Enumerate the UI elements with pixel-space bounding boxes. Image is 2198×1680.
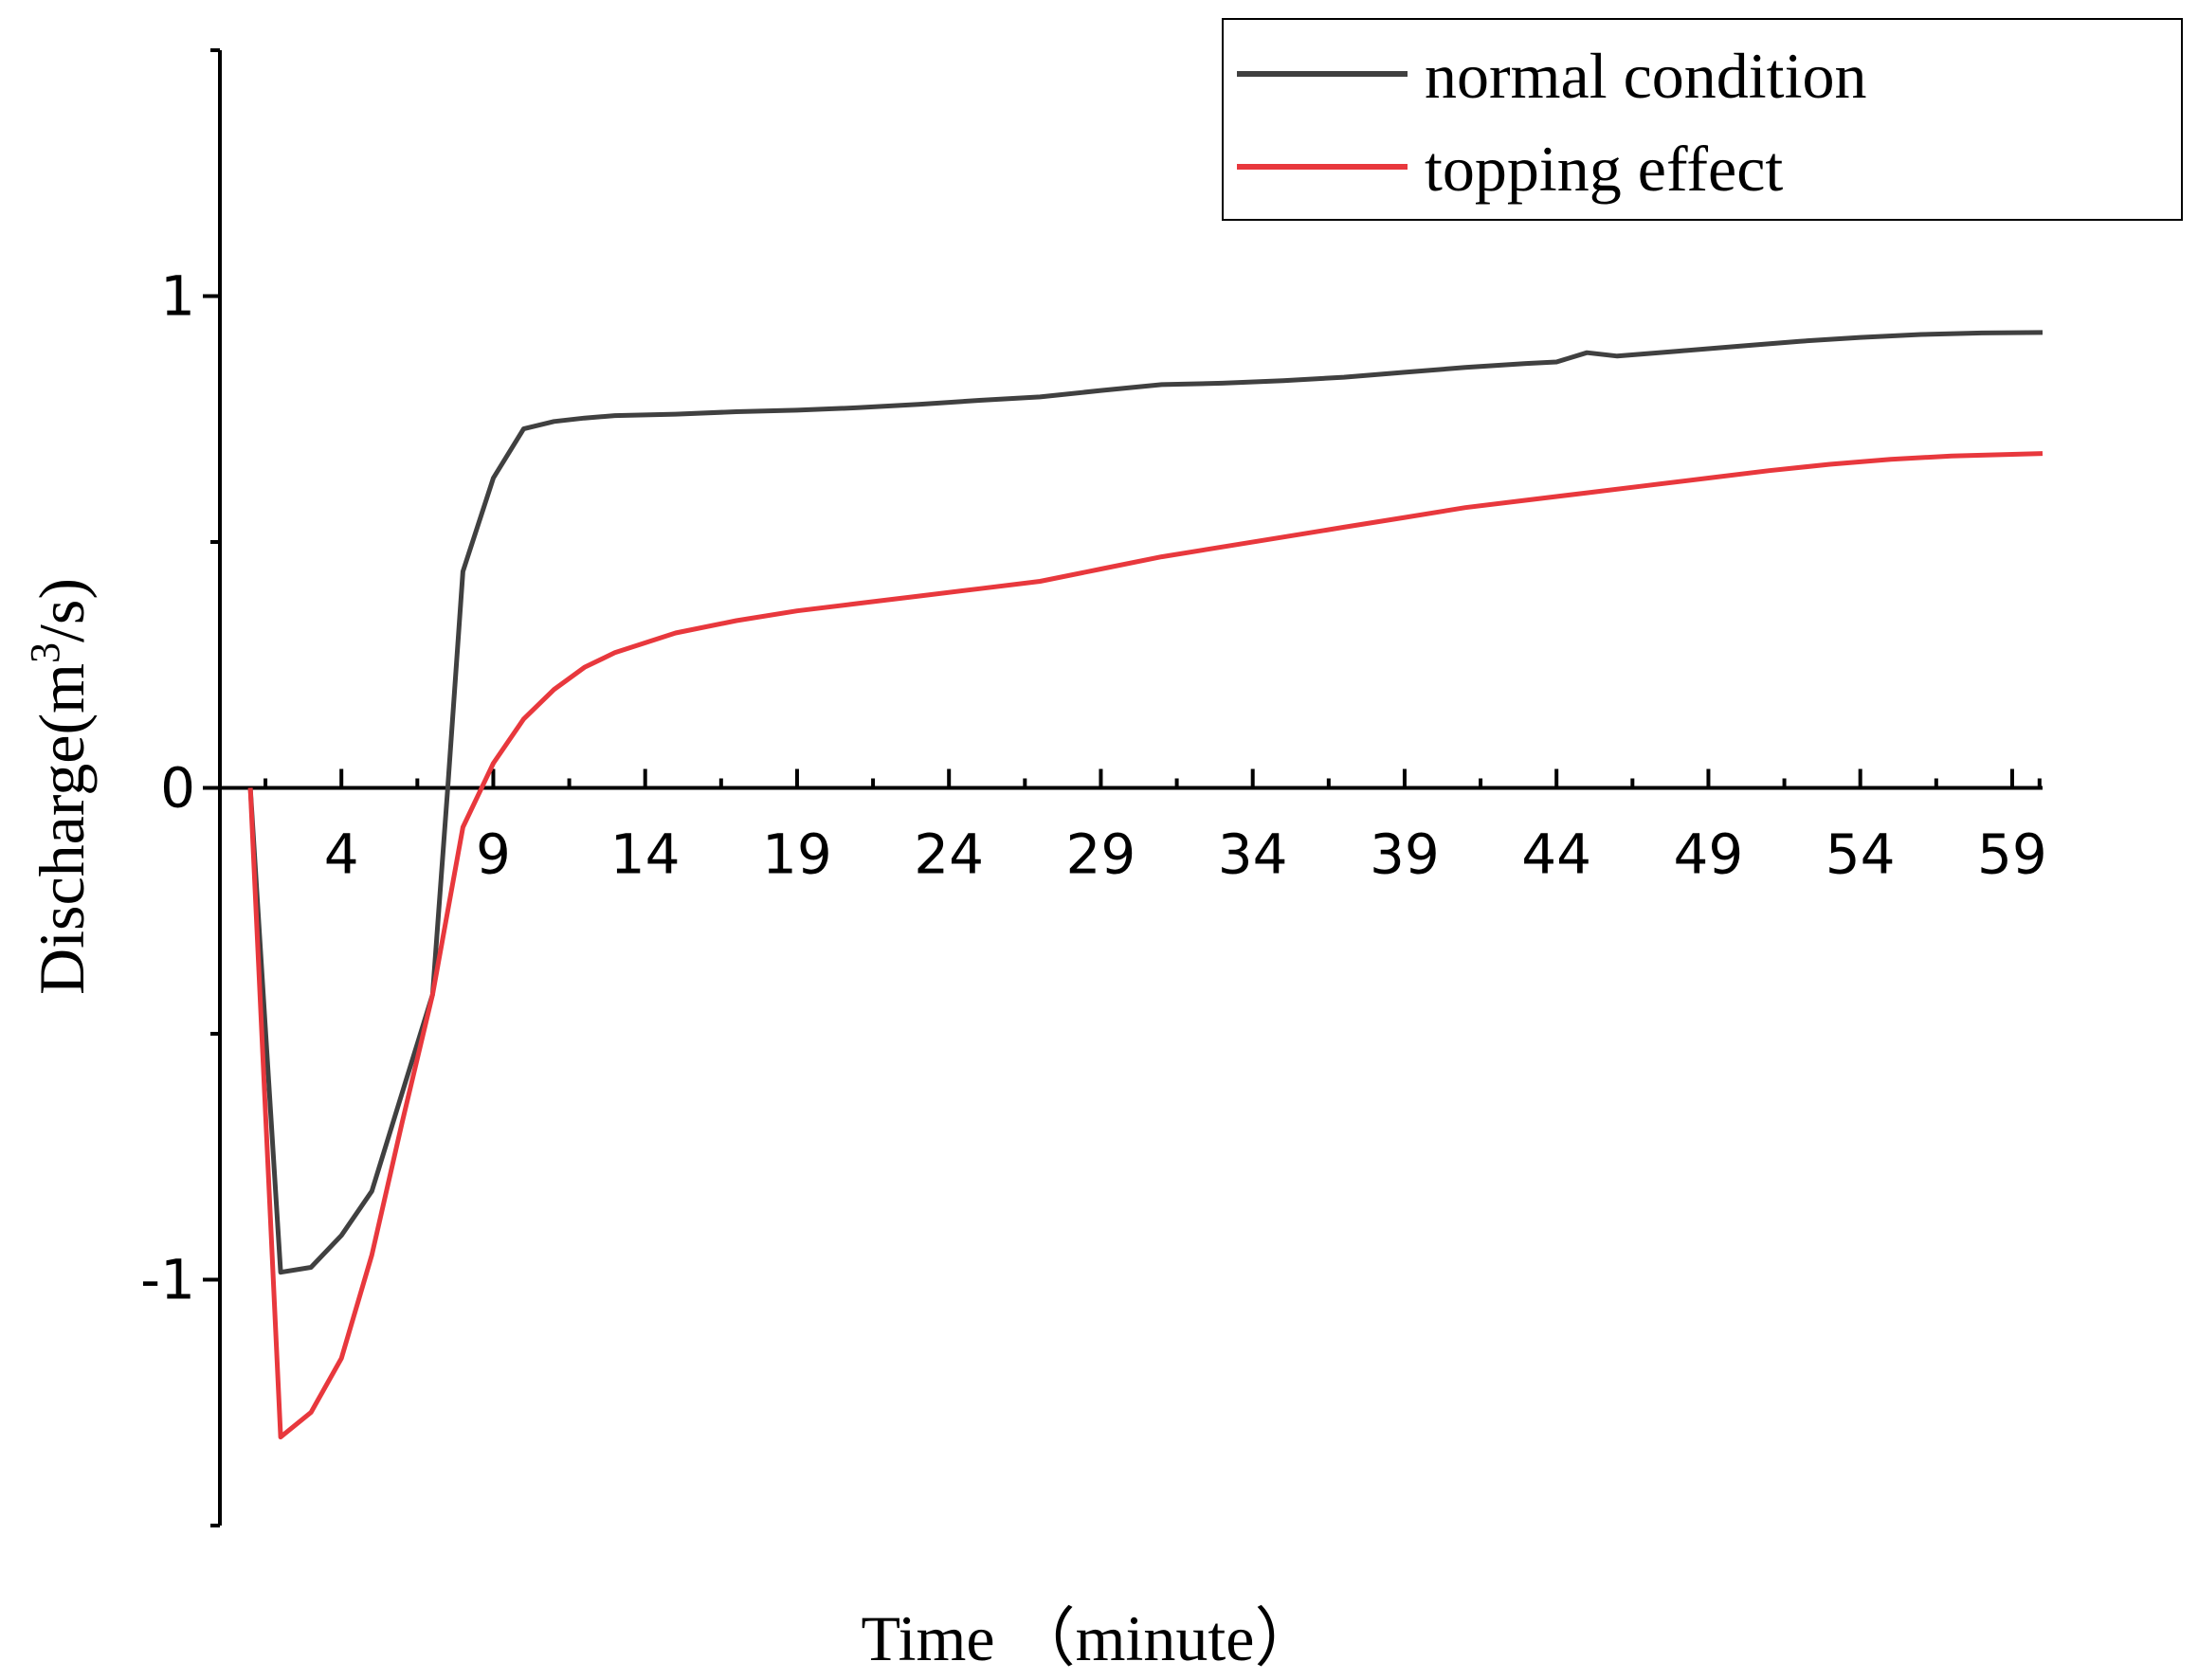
y-tick-label: 1: [160, 264, 195, 329]
x-axis-title: Time （minute）: [862, 1602, 1319, 1674]
x-tick-label: 4: [324, 822, 359, 887]
legend: normal condition topping effect: [1222, 18, 2183, 221]
series-line-topping-effect: [247, 451, 2044, 1440]
y-axis-title: Discharge(m3/s): [22, 578, 98, 995]
x-tick-label: 19: [762, 822, 832, 887]
x-tick-label: 29: [1066, 822, 1136, 887]
x-tick-label: 54: [1826, 822, 1896, 887]
series-line-normal-condition: [247, 330, 2044, 1275]
tick-labels: 10-14 9 14 19 24 29 34 39 44 49 54 59: [140, 264, 2047, 1312]
legend-label-normal-condition: normal condition: [1425, 40, 1866, 112]
x-tick-label: 24: [914, 822, 984, 887]
series-lines: [247, 330, 2044, 1440]
legend-box: [1222, 18, 2183, 221]
y-tick-label: 0: [160, 756, 195, 821]
axes: [203, 48, 2043, 1527]
x-tick-label: 14: [610, 822, 681, 887]
x-tick-label: 44: [1521, 822, 1591, 887]
x-tick-label: 39: [1370, 822, 1440, 887]
x-tick-label: 9: [476, 822, 511, 887]
x-tick-label: 34: [1218, 822, 1288, 887]
y-tick-label: -1: [140, 1248, 195, 1312]
legend-label-topping-effect: topping effect: [1425, 133, 1783, 205]
x-tick-label: 59: [1977, 822, 2047, 887]
x-tick-label: 49: [1674, 822, 1744, 887]
